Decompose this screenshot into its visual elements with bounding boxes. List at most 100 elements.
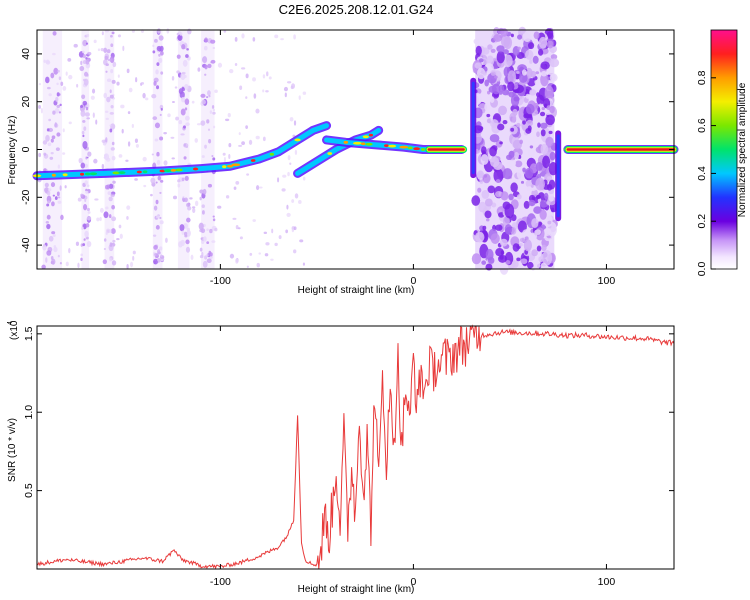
noise-speck xyxy=(493,26,500,36)
noise-speck xyxy=(50,151,54,155)
noise-speck xyxy=(54,122,57,128)
noise-speck xyxy=(208,139,212,144)
noise-speck xyxy=(78,157,83,164)
noise-speck xyxy=(212,157,216,161)
spectrogram-noise-layer xyxy=(36,26,560,275)
noise-speck xyxy=(82,223,87,230)
noise-speck xyxy=(256,262,260,268)
noise-speck xyxy=(200,120,206,126)
noise-speck xyxy=(502,168,513,180)
noise-speck xyxy=(550,207,555,213)
ridge-inner xyxy=(34,123,330,179)
noise-speck xyxy=(499,255,504,260)
ridge-blob xyxy=(62,173,68,177)
noise-speck xyxy=(191,100,195,104)
noise-speck xyxy=(481,47,490,55)
noise-speck xyxy=(280,38,284,41)
noise-speck xyxy=(160,254,163,258)
noise-speck xyxy=(183,156,187,160)
noise-speck xyxy=(65,261,69,267)
noise-speck xyxy=(496,50,505,64)
noise-speck xyxy=(53,246,58,253)
snr-x-axis-label: Height of straight line (km) xyxy=(298,584,415,595)
ridge-blob xyxy=(226,164,234,168)
noise-speck xyxy=(293,226,297,231)
noise-speck xyxy=(184,197,188,203)
noise-speck xyxy=(516,168,524,180)
noise-speck xyxy=(80,253,83,257)
snr-panel: -100 0 100 0.5 1.0 1.5 Height of straight lin… xyxy=(7,320,675,595)
noise-speck xyxy=(528,232,538,240)
noise-speck xyxy=(540,129,546,137)
noise-speck xyxy=(140,82,145,85)
noise-speck xyxy=(248,139,253,145)
spectrogram-y-tick-label: 40 xyxy=(20,48,32,60)
noise-speck xyxy=(183,125,186,129)
noise-speck xyxy=(157,258,162,263)
noise-speck xyxy=(52,234,56,238)
ridge-blob xyxy=(175,168,183,172)
noise-speck xyxy=(206,96,209,99)
noise-speck xyxy=(153,205,158,211)
noise-speck xyxy=(38,104,41,109)
noise-speck xyxy=(68,74,73,80)
noise-speck xyxy=(150,193,153,197)
noise-speck xyxy=(498,209,502,213)
noise-speck xyxy=(229,253,235,259)
noise-speck xyxy=(54,196,58,201)
noise-speck xyxy=(237,227,241,230)
colorbar-tick-label: 0.8 xyxy=(696,70,708,85)
noise-speck xyxy=(238,132,241,136)
noise-speck xyxy=(212,215,215,218)
noise-speck xyxy=(109,89,112,94)
noise-speck xyxy=(202,188,207,195)
noise-band xyxy=(177,30,190,269)
noise-speck xyxy=(56,132,61,137)
noise-speck xyxy=(125,159,129,162)
noise-speck xyxy=(502,119,508,125)
noise-speck xyxy=(212,218,216,222)
noise-speck xyxy=(84,71,89,77)
noise-speck xyxy=(287,171,290,177)
noise-speck xyxy=(189,197,193,200)
noise-speck xyxy=(202,56,208,64)
noise-speck xyxy=(204,37,208,43)
noise-speck xyxy=(508,91,515,98)
noise-speck xyxy=(84,180,89,186)
noise-speck xyxy=(52,52,56,56)
noise-band xyxy=(152,30,163,269)
noise-speck xyxy=(182,197,185,201)
noise-speck xyxy=(104,30,110,33)
noise-speck xyxy=(150,177,156,184)
noise-speck xyxy=(73,43,78,48)
noise-speck xyxy=(47,142,52,147)
noise-speck xyxy=(184,175,189,181)
noise-speck xyxy=(207,128,211,131)
noise-speck xyxy=(160,71,164,75)
noise-speck xyxy=(540,70,548,77)
noise-speck xyxy=(473,38,480,45)
noise-speck xyxy=(524,167,534,179)
vertical-streak-core xyxy=(556,134,560,218)
noise-speck xyxy=(109,124,112,127)
noise-speck xyxy=(287,155,291,161)
noise-speck xyxy=(503,36,513,50)
noise-speck xyxy=(201,155,205,158)
noise-speck xyxy=(77,197,82,202)
noise-speck xyxy=(50,182,56,188)
noise-speck xyxy=(481,260,487,265)
noise-speck xyxy=(158,53,161,57)
noise-speck xyxy=(163,160,168,166)
noise-speck xyxy=(196,123,202,126)
noise-speck xyxy=(293,120,297,126)
noise-speck xyxy=(212,46,216,50)
noise-speck xyxy=(543,228,551,237)
ridge-blob xyxy=(327,152,333,155)
noise-speck xyxy=(68,247,71,254)
noise-speck xyxy=(52,110,56,115)
noise-speck xyxy=(245,125,248,129)
ridge-blob xyxy=(368,133,374,137)
snr-frame xyxy=(36,325,675,570)
noise-speck xyxy=(201,210,205,215)
noise-speck xyxy=(546,105,551,111)
